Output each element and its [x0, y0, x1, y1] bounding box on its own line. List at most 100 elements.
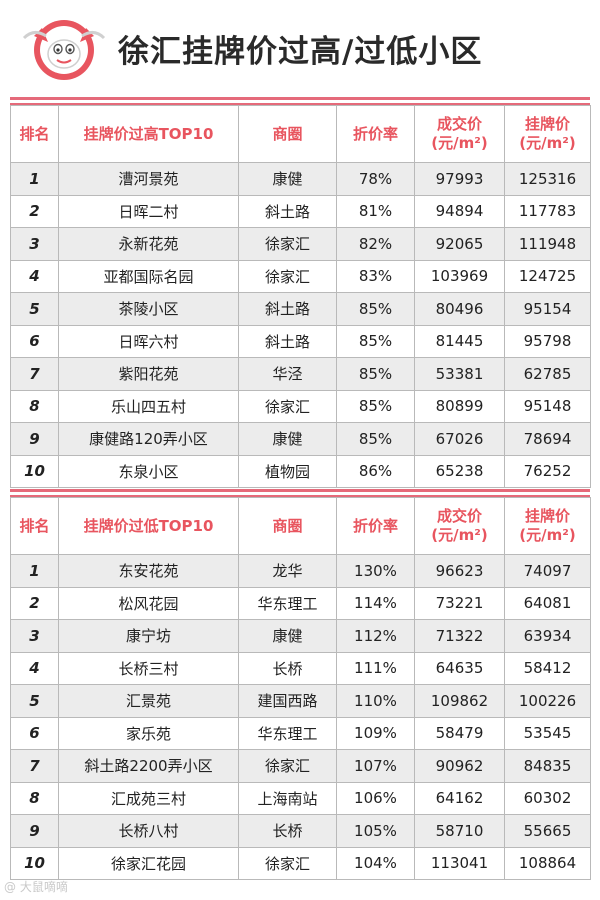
col-list-price-cell: 95154	[504, 292, 591, 326]
col-ratio-cell: 81%	[336, 194, 415, 228]
col-deal-price-cell: 67026	[414, 422, 505, 456]
col-name-cell: 紫阳花苑	[58, 357, 239, 391]
header: 徐汇挂牌价过高/过低小区	[0, 0, 600, 96]
table-row: 2 松风花园 华东理工 114% 73221 64081	[10, 586, 591, 620]
table-header-row: 排名 挂牌价过高TOP10 商圈 折价率 成交价 (元/m²) 挂牌价 (元/m²)	[10, 105, 591, 163]
col-list-price-cell: 111948	[504, 227, 591, 261]
header-col-rank: 排名	[10, 105, 59, 163]
header-col-rank: 排名	[10, 497, 59, 555]
col-rank-cell: 8	[10, 781, 59, 815]
col-deal-price-cell: 71322	[414, 619, 505, 653]
col-name-cell: 东安花苑	[58, 554, 239, 588]
col-list-price-cell: 125316	[504, 162, 591, 196]
col-rank-cell: 10	[10, 846, 59, 880]
table-row: 5 汇景苑 建国西路 110% 109862 100226	[10, 684, 591, 718]
header-col-name: 挂牌价过低TOP10	[58, 497, 239, 555]
col-rank-cell: 9	[10, 814, 59, 848]
col-ratio-cell: 85%	[336, 292, 415, 326]
header-divider	[10, 495, 590, 497]
col-list-price-cell: 95798	[504, 324, 591, 358]
col-area-cell: 长桥	[238, 814, 337, 848]
col-area-cell: 植物园	[238, 454, 337, 488]
header-col-deal-price: 成交价 (元/m²)	[414, 497, 505, 555]
col-list-price-cell: 76252	[504, 454, 591, 488]
col-list-price-cell: 124725	[504, 259, 591, 293]
col-ratio-cell: 83%	[336, 259, 415, 293]
table-row: 8 汇成苑三村 上海南站 106% 64162 60302	[10, 781, 591, 815]
table-row: 9 长桥八村 长桥 105% 58710 55665	[10, 814, 591, 848]
table-row: 1 东安花苑 龙华 130% 96623 74097	[10, 554, 591, 588]
col-name-cell: 永新花苑	[58, 227, 239, 261]
col-ratio-cell: 114%	[336, 586, 415, 620]
col-deal-price-cell: 103969	[414, 259, 505, 293]
header-divider	[10, 103, 590, 105]
col-name-cell: 康宁坊	[58, 619, 239, 653]
table-row: 5 茶陵小区 斜土路 85% 80496 95154	[10, 292, 591, 326]
header-col-deal-price: 成交价 (元/m²)	[414, 105, 505, 163]
col-name-cell: 徐家汇花园	[58, 846, 239, 880]
col-rank-cell: 4	[10, 651, 59, 685]
col-rank-cell: 1	[10, 554, 59, 588]
table-row: 3 康宁坊 康健 112% 71322 63934	[10, 619, 591, 653]
mascot-logo-icon	[22, 20, 106, 80]
col-ratio-cell: 85%	[336, 357, 415, 391]
col-area-cell: 华东理工	[238, 716, 337, 750]
header-col-ratio: 折价率	[336, 105, 415, 163]
col-area-cell: 上海南站	[238, 781, 337, 815]
col-deal-price-cell: 64162	[414, 781, 505, 815]
col-ratio-cell: 111%	[336, 651, 415, 685]
col-list-price-cell: 84835	[504, 749, 591, 783]
col-ratio-cell: 82%	[336, 227, 415, 261]
col-area-cell: 徐家汇	[238, 259, 337, 293]
col-rank-cell: 6	[10, 716, 59, 750]
col-deal-price-cell: 113041	[414, 846, 505, 880]
col-list-price-cell: 64081	[504, 586, 591, 620]
page-title: 徐汇挂牌价过高/过低小区	[118, 34, 483, 70]
col-area-cell: 龙华	[238, 554, 337, 588]
header-col-area: 商圈	[238, 105, 337, 163]
col-deal-price-cell: 73221	[414, 586, 505, 620]
col-area-cell: 康健	[238, 619, 337, 653]
header-col-list-price: 挂牌价 (元/m²)	[504, 105, 591, 163]
col-name-cell: 斜土路2200弄小区	[58, 749, 239, 783]
low-listing-table: 排名 挂牌价过低TOP10 商圈 折价率 成交价 (元/m²) 挂牌价 (元/m²) 1 东安花…	[10, 497, 591, 880]
col-name-cell: 长桥八村	[58, 814, 239, 848]
col-list-price-cell: 108864	[504, 846, 591, 880]
col-deal-price-cell: 65238	[414, 454, 505, 488]
col-deal-price-cell: 58479	[414, 716, 505, 750]
col-deal-price-cell: 90962	[414, 749, 505, 783]
col-area-cell: 康健	[238, 422, 337, 456]
col-ratio-cell: 104%	[336, 846, 415, 880]
col-rank-cell: 10	[10, 454, 59, 488]
col-name-cell: 亚都国际名园	[58, 259, 239, 293]
col-ratio-cell: 110%	[336, 684, 415, 718]
col-rank-cell: 5	[10, 684, 59, 718]
col-name-cell: 漕河景苑	[58, 162, 239, 196]
col-deal-price-cell: 109862	[414, 684, 505, 718]
col-ratio-cell: 106%	[336, 781, 415, 815]
col-list-price-cell: 117783	[504, 194, 591, 228]
col-name-cell: 长桥三村	[58, 651, 239, 685]
table-row: 7 斜土路2200弄小区 徐家汇 107% 90962 84835	[10, 749, 591, 783]
col-area-cell: 斜土路	[238, 324, 337, 358]
col-name-cell: 茶陵小区	[58, 292, 239, 326]
col-rank-cell: 1	[10, 162, 59, 196]
table-row: 8 乐山四五村 徐家汇 85% 80899 95148	[10, 389, 591, 423]
table-row: 9 康健路120弄小区 康健 85% 67026 78694	[10, 422, 591, 456]
col-deal-price-cell: 96623	[414, 554, 505, 588]
col-rank-cell: 9	[10, 422, 59, 456]
header-col-ratio: 折价率	[336, 497, 415, 555]
col-rank-cell: 6	[10, 324, 59, 358]
col-area-cell: 斜土路	[238, 194, 337, 228]
high-listing-table: 排名 挂牌价过高TOP10 商圈 折价率 成交价 (元/m²) 挂牌价 (元/m²) 1 漕河景…	[10, 105, 591, 488]
col-name-cell: 康健路120弄小区	[58, 422, 239, 456]
col-list-price-cell: 100226	[504, 684, 591, 718]
col-name-cell: 日晖二村	[58, 194, 239, 228]
col-rank-cell: 3	[10, 619, 59, 653]
col-ratio-cell: 105%	[336, 814, 415, 848]
col-deal-price-cell: 92065	[414, 227, 505, 261]
col-deal-price-cell: 81445	[414, 324, 505, 358]
col-name-cell: 汇景苑	[58, 684, 239, 718]
col-deal-price-cell: 58710	[414, 814, 505, 848]
col-list-price-cell: 53545	[504, 716, 591, 750]
